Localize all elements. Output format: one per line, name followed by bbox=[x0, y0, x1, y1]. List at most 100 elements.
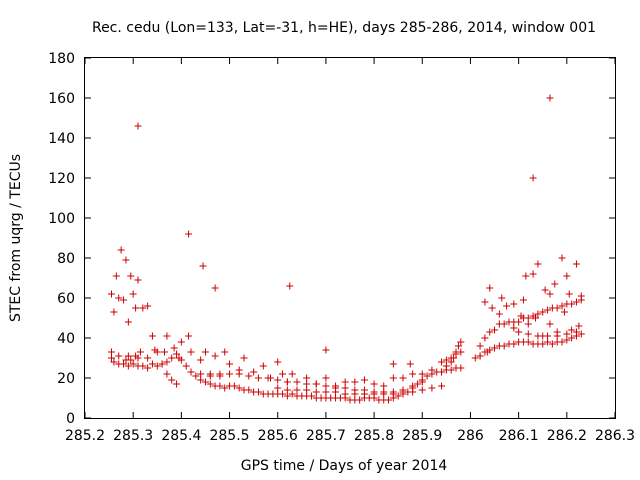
data-point bbox=[115, 294, 123, 302]
data-point bbox=[303, 374, 311, 382]
data-point bbox=[185, 332, 193, 340]
data-point bbox=[240, 354, 248, 362]
data-point bbox=[510, 324, 518, 332]
data-point bbox=[161, 348, 168, 356]
data-point bbox=[544, 306, 552, 314]
data-point bbox=[108, 354, 115, 362]
x-tick-label: 285.3 bbox=[113, 428, 153, 444]
data-point bbox=[551, 280, 559, 288]
x-tick-label: 285.7 bbox=[306, 428, 346, 444]
data-point bbox=[153, 362, 161, 370]
data-point bbox=[226, 360, 234, 368]
data-point bbox=[519, 296, 527, 304]
data-point bbox=[108, 348, 115, 356]
data-point bbox=[539, 340, 547, 348]
data-point bbox=[274, 358, 282, 366]
data-point bbox=[360, 390, 368, 398]
y-tick-label: 20 bbox=[57, 371, 75, 387]
plot-frame bbox=[84, 57, 616, 419]
data-point bbox=[341, 384, 349, 392]
data-point bbox=[389, 390, 397, 398]
data-point bbox=[122, 256, 130, 264]
data-point bbox=[293, 386, 301, 394]
data-point bbox=[197, 376, 205, 384]
data-point bbox=[148, 360, 156, 368]
data-point bbox=[558, 338, 566, 346]
y-tick-label: 160 bbox=[48, 91, 75, 107]
data-point bbox=[112, 272, 120, 280]
data-point bbox=[221, 384, 229, 392]
data-point bbox=[175, 354, 183, 362]
data-point bbox=[481, 334, 489, 342]
data-point bbox=[389, 360, 397, 368]
data-point bbox=[173, 380, 181, 388]
data-point bbox=[481, 298, 489, 306]
x-tick-label: 285.4 bbox=[161, 428, 201, 444]
data-point bbox=[351, 378, 359, 386]
data-point bbox=[575, 322, 583, 330]
data-point bbox=[274, 376, 282, 384]
data-point bbox=[524, 320, 532, 328]
data-point bbox=[471, 354, 479, 362]
x-axis-label: GPS time / Days of year 2014 bbox=[241, 458, 448, 474]
data-point bbox=[199, 262, 207, 270]
data-point bbox=[245, 386, 253, 394]
data-point bbox=[452, 350, 460, 358]
y-tick-label: 180 bbox=[48, 51, 75, 67]
data-point bbox=[500, 342, 508, 350]
data-point bbox=[532, 314, 539, 322]
data-point bbox=[522, 272, 530, 280]
data-point bbox=[385, 396, 393, 404]
data-point bbox=[428, 384, 436, 392]
data-point bbox=[370, 390, 378, 398]
data-point bbox=[158, 360, 166, 368]
data-point bbox=[529, 174, 537, 182]
plot-points bbox=[108, 94, 585, 404]
data-point bbox=[560, 308, 568, 316]
data-point bbox=[230, 382, 238, 390]
x-tick-label: 286.2 bbox=[547, 428, 587, 444]
data-point bbox=[572, 328, 580, 336]
data-point bbox=[351, 390, 359, 398]
data-point bbox=[274, 384, 282, 392]
x-tick-label: 286.1 bbox=[499, 428, 539, 444]
data-point bbox=[517, 312, 525, 320]
data-point bbox=[438, 382, 446, 390]
data-point bbox=[279, 370, 287, 378]
data-point bbox=[380, 382, 388, 390]
data-point bbox=[129, 290, 137, 298]
data-point bbox=[558, 302, 566, 310]
data-point bbox=[235, 384, 243, 392]
data-point bbox=[563, 330, 571, 338]
data-point bbox=[201, 378, 209, 386]
data-point bbox=[245, 372, 253, 380]
data-point bbox=[197, 370, 205, 378]
data-point bbox=[124, 352, 132, 360]
data-point bbox=[399, 374, 407, 382]
data-point bbox=[293, 378, 301, 386]
x-tick-label: 286 bbox=[457, 428, 484, 444]
data-point bbox=[356, 396, 364, 404]
data-point bbox=[409, 382, 417, 390]
data-point bbox=[288, 370, 296, 378]
data-point bbox=[264, 374, 272, 382]
data-point bbox=[491, 344, 499, 352]
data-point bbox=[495, 310, 503, 318]
data-point bbox=[524, 330, 532, 338]
data-point bbox=[124, 362, 132, 370]
data-point bbox=[201, 348, 209, 356]
data-point bbox=[117, 246, 125, 254]
data-point bbox=[136, 348, 144, 356]
data-point bbox=[312, 380, 320, 388]
data-point bbox=[124, 318, 132, 326]
data-point bbox=[144, 302, 152, 310]
data-point bbox=[577, 292, 585, 300]
data-point bbox=[134, 122, 142, 130]
data-point bbox=[491, 326, 499, 334]
data-point bbox=[534, 310, 542, 318]
data-point bbox=[438, 368, 446, 376]
data-point bbox=[163, 358, 171, 366]
data-point bbox=[173, 350, 181, 358]
data-point bbox=[563, 336, 571, 344]
